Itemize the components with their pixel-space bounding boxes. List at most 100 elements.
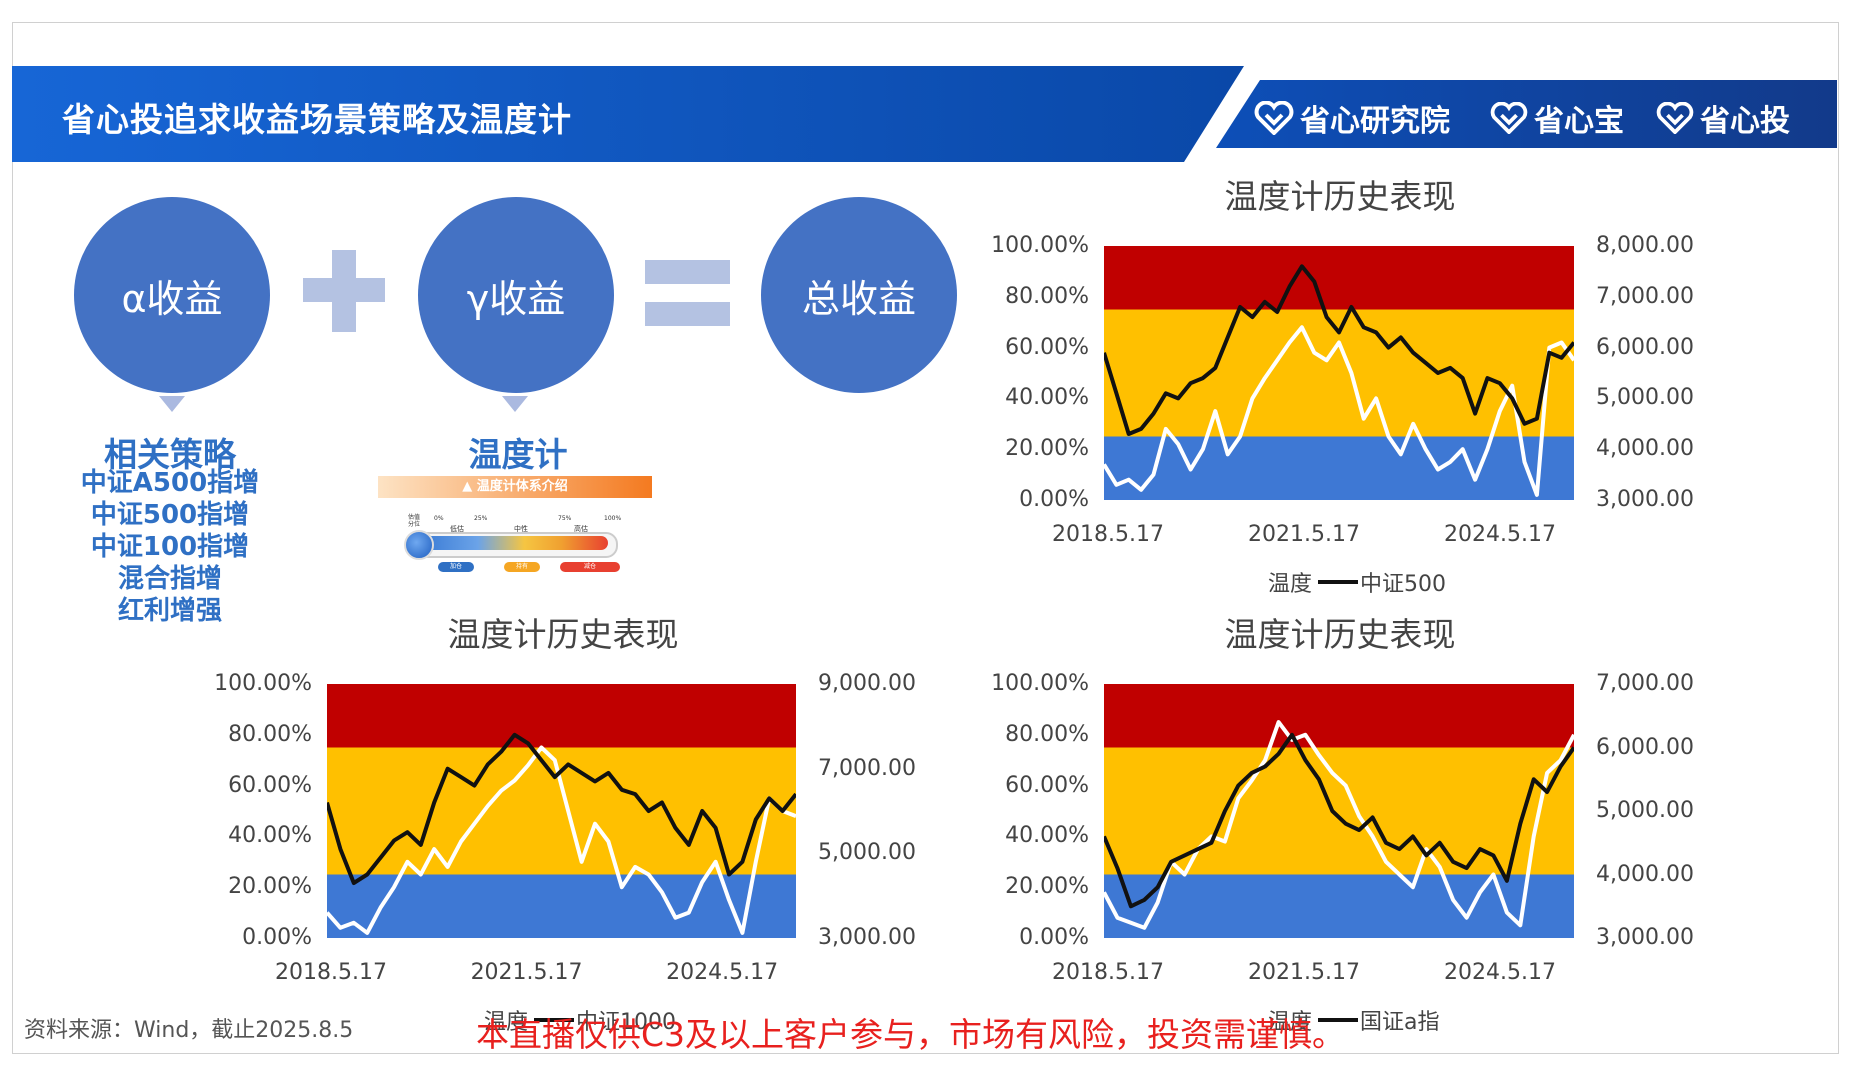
y-axis-right-tick: 3,000.00 [818,925,916,950]
chart-title: 温度计历史表现 [1224,177,1456,216]
y-axis-left-tick: 20.00% [1005,436,1089,462]
legend-label: 温度 [1268,572,1313,597]
series-line [1104,720,1574,930]
chart-plot-area [1104,684,1574,938]
temperature-band [1104,436,1574,500]
legend-label: 温度 [484,1010,529,1035]
y-axis-left-tick: 80.00% [1005,283,1089,309]
action-badge: 加仓 [438,562,474,572]
gamma-pointer-icon [502,396,528,412]
scale-tick: 0% [434,515,444,522]
y-axis-left-tick: 60.00% [1005,772,1089,798]
zone-label: 高估 [574,525,588,533]
legend-line-icon [1318,580,1359,584]
thermometer-fill [422,536,608,550]
heart-logo-icon [1490,102,1528,134]
series-line [1104,732,1574,909]
chart-title: 温度计历史表现 [1224,615,1456,654]
thermometer-banner: ▲ 温度计体系介绍 [378,476,652,498]
page-title: 省心投追求收益场景策略及温度计 [62,100,572,139]
thermometer-banner-label: 温度计体系介绍 [476,479,568,494]
y-axis-right-tick: 4,000.00 [1596,861,1694,887]
y-axis-right-tick: 9,000.00 [818,671,916,696]
chart-legend: 温度 中证1000 [484,1004,676,1036]
series-line [1104,264,1574,436]
y-axis-right-tick: 4,000.00 [1596,436,1694,462]
legend-label: 国证a指 [1360,1010,1440,1035]
temperature-band [327,747,796,875]
scale-tick: 25% [474,515,488,522]
brand-research: 省心研究院 [1254,96,1450,140]
y-axis-right-tick: 6,000.00 [1596,734,1694,760]
thermometer-bulb [404,530,434,560]
equals-icon-bottom [645,302,730,326]
legend-label: 中证500 [1360,572,1447,597]
action-badge-label: 持有 [515,563,528,570]
y-axis-left-tick: 0.00% [1019,925,1089,950]
y-axis-right-tick: 6,000.00 [1596,334,1694,360]
y-axis-left-tick: 80.00% [1005,721,1089,747]
y-axis-right-tick: 7,000.00 [818,755,916,781]
chart-plot-area [327,684,796,938]
list-item: 混合指增 [117,564,222,594]
legend-line-icon [534,1018,575,1022]
series-line [327,745,796,935]
chart-legend: 温度 国证a指 [1268,1004,1440,1036]
brand-tou: 省心投 [1656,96,1790,140]
temperature-band [1104,246,1574,310]
y-axis-left-tick: 20.00% [1005,874,1089,900]
thermometer-diagram: ▲ 温度计体系介绍 估值分位 0% 25% 75% 100% 低估 中性 高估 … [378,476,652,596]
thermometer-side-label: 估值分位 [408,514,421,528]
y-axis-left-tick: 100.00% [214,671,312,696]
chart-legend: 温度 中证500 [1268,566,1446,598]
action-badge: 减仓 [560,562,620,572]
y-axis-right-tick: 3,000.00 [1596,487,1694,512]
thermometer-title: 温度计 [468,435,568,474]
thermometer-icon: ▲ [462,479,473,494]
scale-tick: 75% [558,515,572,522]
list-item: 中证A500指增 [80,468,260,498]
legend-label: 中证1000 [576,1010,677,1035]
temperature-band [327,874,796,938]
y-axis-right-tick: 5,000.00 [818,840,916,866]
disclaimer: 本直播仅供C3及以上客户参与，市场有风险，投资需谨慎。 [476,1015,1346,1054]
y-axis-left-tick: 40.00% [1005,385,1089,411]
y-axis-right-tick: 7,000.00 [1596,283,1694,309]
x-axis-tick: 2021.5.17 [1247,960,1360,985]
plus-icon-vertical [332,250,356,332]
y-axis-right-tick: 3,000.00 [1596,925,1694,950]
brand-label: 省心宝 [1534,104,1624,139]
gamma-circle: γ收益 [418,197,614,393]
source-note: 资料来源：Wind，截止2025.8.5 [24,1018,354,1043]
chart-title: 温度计历史表现 [447,615,679,654]
y-axis-left-tick: 100.00% [991,233,1089,258]
y-axis-right-tick: 5,000.00 [1596,798,1694,823]
y-axis-right-tick: 8,000.00 [1596,233,1694,258]
list-item: 中证500指增 [90,500,250,530]
y-axis-left-tick: 20.00% [228,874,312,900]
action-badge-label: 减仓 [583,563,596,570]
heart-logo-icon [1656,102,1694,134]
action-badge: 持有 [504,562,540,572]
x-axis-tick: 2021.5.17 [470,960,583,985]
temperature-band [1104,747,1574,875]
zone-label: 中性 [514,525,528,533]
temperature-band [1104,684,1574,748]
y-axis-right-tick: 7,000.00 [1596,671,1694,696]
y-axis-left-tick: 60.00% [228,772,312,798]
x-axis-tick: 2024.5.17 [1443,960,1556,985]
y-axis-left-tick: 80.00% [228,721,312,747]
legend-line-icon [1318,1018,1359,1022]
series-line [327,732,796,885]
y-axis-right-tick: 5,000.00 [1596,385,1694,411]
alpha-pointer-icon [159,396,185,412]
alpha-circle: α收益 [74,197,270,393]
x-axis-tick: 2024.5.17 [666,960,779,985]
y-axis-left-tick: 100.00% [991,671,1089,696]
x-axis-tick: 2018.5.17 [1052,960,1164,985]
y-axis-left-tick: 0.00% [1019,487,1089,512]
total-circle: 总收益 [761,197,957,393]
x-axis-tick: 2021.5.17 [1247,522,1360,547]
alpha-label: α收益 [121,276,223,321]
list-item: 红利增强 [117,596,222,626]
